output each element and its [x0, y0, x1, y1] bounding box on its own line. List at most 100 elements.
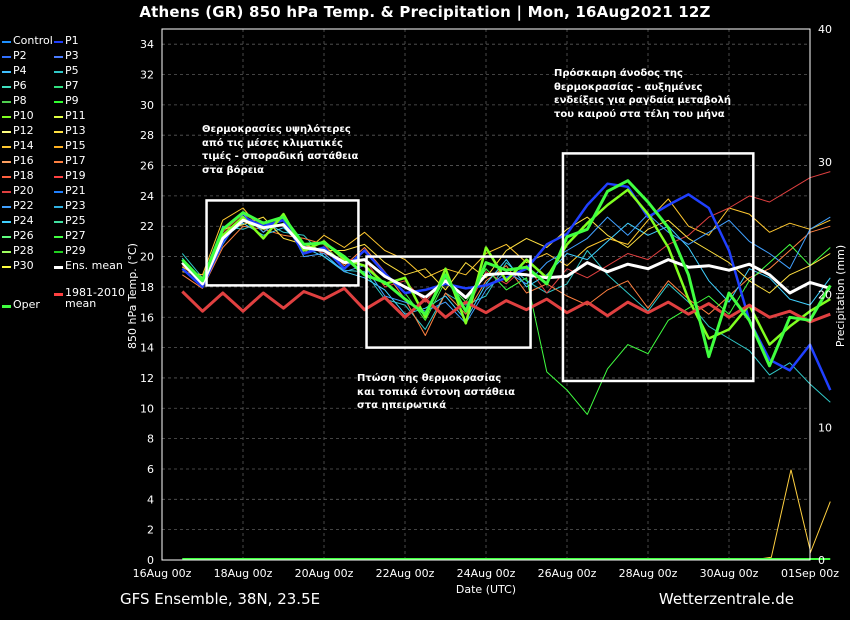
- legend-item: P16: [2, 155, 34, 168]
- legend-swatch: [54, 176, 63, 178]
- y2-axis-label: Precipitation (mm): [834, 245, 847, 347]
- legend-item: P4: [2, 65, 27, 78]
- legend-swatch: [2, 206, 11, 208]
- legend-label: P13: [65, 124, 86, 137]
- legend-label: P25: [65, 214, 86, 227]
- series-line-11: [181, 286, 831, 324]
- legend-label: P3: [65, 49, 79, 62]
- y-tick-label: 10: [140, 402, 154, 415]
- legend-item: P18: [2, 170, 34, 183]
- legend-swatch: [2, 251, 11, 253]
- x-tick-label: 20Aug 00z: [295, 567, 354, 580]
- source-credit: Wetterzentrale.de: [658, 590, 794, 608]
- series-line-10: [181, 218, 831, 299]
- legend-item: P10: [2, 110, 34, 123]
- legend-swatch: [2, 266, 11, 268]
- legend-item: P21: [54, 185, 86, 198]
- legend-label: Oper: [13, 298, 40, 311]
- x-tick-label: 22Aug 00z: [376, 567, 435, 580]
- legend-label: Control: [13, 34, 53, 47]
- legend-item: P9: [54, 95, 79, 108]
- legend-swatch: [2, 236, 11, 238]
- legend-swatch: [54, 41, 63, 43]
- x-tick-label: 26Aug 00z: [538, 567, 597, 580]
- y-tick-label: 24: [140, 190, 154, 203]
- legend-swatch: [54, 292, 63, 296]
- series-line-6: [182, 216, 831, 294]
- legend-label: P8: [13, 94, 27, 107]
- y-tick-label: 14: [140, 342, 154, 355]
- y2-tick-label: 40: [818, 23, 832, 36]
- legend-item: P26: [2, 230, 34, 243]
- legend-item: P11: [54, 110, 86, 123]
- legend-swatch: [2, 86, 11, 88]
- legend-label: 1981-2010 mean: [65, 286, 125, 310]
- y-tick-label: 4: [147, 493, 154, 506]
- plot-frame: [161, 28, 811, 561]
- x-tick-label: 24Aug 00z: [457, 567, 516, 580]
- x-tick-label: 28Aug 00z: [619, 567, 678, 580]
- legend-swatch: [54, 71, 63, 73]
- y-tick-label: 0: [147, 554, 154, 567]
- legend-item: P14: [2, 140, 34, 153]
- y2-tick-label: 30: [818, 156, 832, 169]
- y2-tick-label: 0: [818, 554, 825, 567]
- legend-swatch: [2, 131, 11, 133]
- legend-label: P30: [13, 259, 34, 272]
- chart-grid: [161, 29, 811, 561]
- annotation-note-1: Θερμοκρασίες υψηλότερες από τις μέσες κλ…: [202, 124, 359, 176]
- legend-item: Oper: [2, 299, 40, 312]
- legend-swatch: [54, 221, 63, 223]
- legend-label: P24: [13, 214, 34, 227]
- annotation-box-1: [205, 199, 360, 287]
- legend-item: P6: [2, 80, 27, 93]
- legend-label: P20: [13, 184, 34, 197]
- legend-swatch: [2, 101, 11, 103]
- x-tick-label: 01Sep 00z: [781, 567, 839, 580]
- legend-label: P15: [65, 139, 86, 152]
- legend-label: P14: [13, 139, 34, 152]
- legend-item: P22: [2, 200, 34, 213]
- legend-item: P28: [2, 245, 34, 258]
- legend-item: P24: [2, 215, 34, 228]
- legend-swatch: [54, 86, 63, 88]
- legend-swatch: [2, 161, 11, 163]
- legend-item: P8: [2, 95, 27, 108]
- legend-label: P23: [65, 199, 86, 212]
- annotation-note-2: Πτώση της θερμοκρασίας και τοπικά έντονη…: [357, 373, 516, 411]
- x-axis-label: Date (UTC): [456, 583, 516, 596]
- legend-label: P17: [65, 154, 86, 167]
- legend-item: P20: [2, 185, 34, 198]
- legend-item: Control: [2, 35, 53, 48]
- legend-item: P3: [54, 50, 79, 63]
- annotation-boxes: [205, 152, 755, 383]
- legend-label: P11: [65, 109, 86, 122]
- y-tick-label: 6: [147, 463, 154, 476]
- legend-swatch: [54, 131, 63, 133]
- legend-swatch: [54, 116, 63, 118]
- legend-item: P29: [54, 245, 86, 258]
- legend-label: P10: [13, 109, 34, 122]
- legend-swatch: [54, 206, 63, 208]
- legend-item: P19: [54, 170, 86, 183]
- legend-item: 1981-2010 mean: [54, 287, 125, 309]
- annotation-note-3: Πρόσκαιρη άνοδος της θερμοκρασίας - αυξη…: [554, 68, 732, 120]
- legend-label: P19: [65, 169, 86, 182]
- legend-label: P18: [13, 169, 34, 182]
- legend-swatch: [54, 161, 63, 163]
- temperature-series: [181, 171, 832, 415]
- x-tick-label: 30Aug 00z: [700, 567, 759, 580]
- legend-label: P12: [13, 124, 34, 137]
- x-tick-label: 16Aug 00z: [133, 567, 192, 580]
- legend-swatch: [2, 116, 11, 118]
- chart-title: Athens (GR) 850 hPa Temp. & Precipitatio…: [139, 3, 711, 21]
- y-tick-label: 34: [140, 38, 154, 51]
- legend-label: P16: [13, 154, 34, 167]
- series-line-2: [182, 225, 831, 336]
- legend-item: P13: [54, 125, 86, 138]
- legend-swatch: [2, 191, 11, 193]
- legend-item: P5: [54, 65, 79, 78]
- legend-swatch: [54, 56, 63, 58]
- legend-label: P1: [65, 34, 79, 47]
